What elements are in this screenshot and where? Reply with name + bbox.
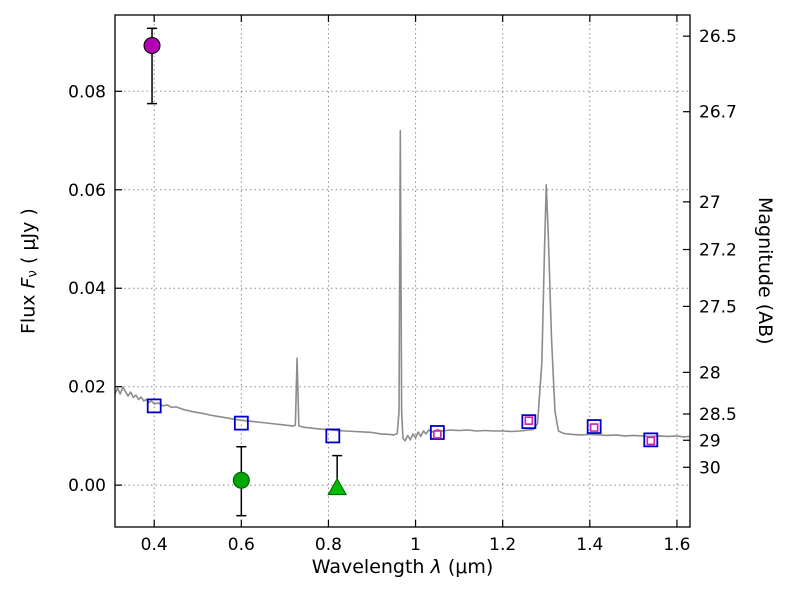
y-tick-label-magnitude: 27.5: [699, 297, 737, 317]
green-detection-point: [232, 446, 250, 517]
flux-label-text: Flux Fν ( μJy ): [17, 208, 41, 334]
y-tick-label-magnitude: 26.7: [699, 103, 737, 123]
axes-frame: [114, 14, 691, 528]
observed-photometry-points: [433, 416, 656, 446]
y-tick-label-magnitude: 30: [699, 458, 721, 478]
spectrum-line: [115, 129, 690, 442]
green-upper-limit-marker: [327, 454, 348, 496]
grid-lines: [115, 15, 690, 527]
x-tick-label: 0.4: [141, 535, 168, 555]
y-tick-label-magnitude: 28: [699, 363, 721, 383]
y-tick-label-flux: 0.04: [68, 279, 106, 299]
y-tick-label-magnitude: 27: [699, 193, 721, 213]
magnitude-label-text: Magnitude (AB): [754, 197, 776, 345]
y-axis-label-right: Magnitude (AB): [750, 15, 780, 527]
y-tick-label-magnitude: 29: [699, 431, 721, 451]
x-axis-unit: (μm): [447, 556, 494, 578]
x-axis-label-text: Wavelength: [311, 556, 431, 578]
y-tick-label-flux: 0.08: [68, 82, 106, 102]
x-axis-label: Wavelength λ (μm): [115, 556, 690, 578]
x-tick-label: 1: [410, 535, 421, 555]
x-tick-label: 1.2: [489, 535, 516, 555]
y-axis-label-left: Flux Fν ( μJy ): [14, 15, 44, 527]
y-tick-label-flux: 0.02: [68, 378, 106, 398]
model-photometry-squares: [146, 398, 659, 448]
y-tick-label-magnitude: 26.5: [699, 27, 737, 47]
tick-labels: 0.4 0.6 0.8 1 1.2 1.4 1.6 0.00 0.02 0.04 0.06 0.08 2…: [68, 27, 737, 555]
x-tick-label: 1.6: [663, 535, 690, 555]
y-tick-label-flux: 0.00: [68, 476, 106, 496]
y-tick-label-flux: 0.06: [68, 181, 106, 201]
tick-marks: [115, 15, 690, 527]
x-axis-lambda-symbol: λ: [430, 556, 442, 578]
y-tick-label-magnitude: 28.5: [699, 405, 737, 425]
x-tick-label: 1.4: [576, 535, 603, 555]
y-tick-label-magnitude: 27.2: [699, 241, 737, 261]
x-tick-label: 0.8: [315, 535, 342, 555]
magenta-detection-point: [143, 27, 161, 105]
x-tick-label: 0.6: [228, 535, 255, 555]
